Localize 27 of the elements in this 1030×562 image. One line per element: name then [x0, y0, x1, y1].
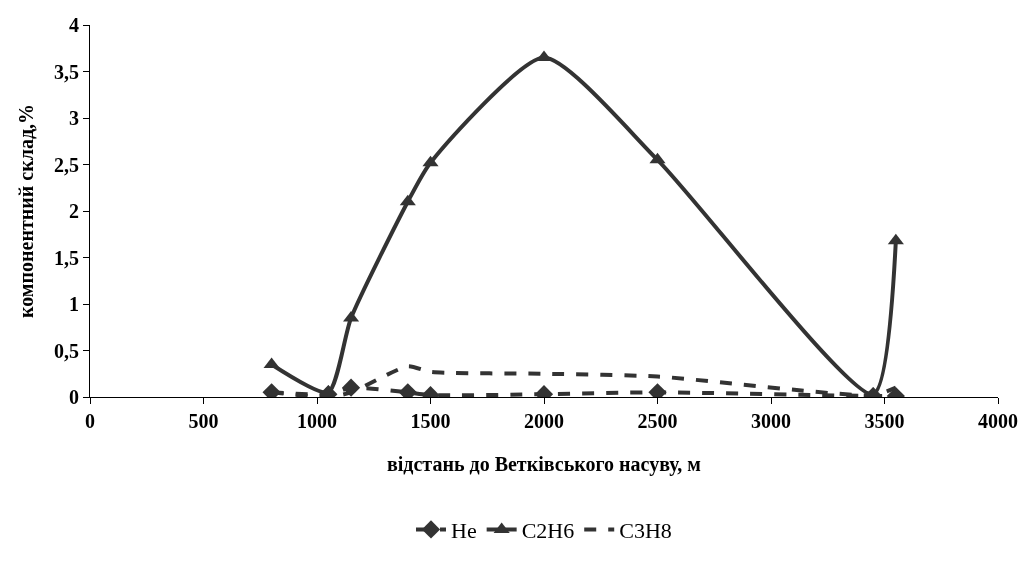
y-tick-label: 0,5: [54, 339, 79, 362]
x-axis-title: відстань до Ветківського насуву, м: [387, 452, 701, 476]
y-tick-label: 0: [69, 386, 79, 408]
x-tick-label: 2500: [637, 410, 678, 432]
y-axis-title: компонентний склад,%: [14, 103, 37, 319]
y-tick-label: 3: [69, 107, 79, 129]
x-tick-label: 500: [188, 410, 219, 432]
legend-label: He: [451, 517, 477, 543]
x-tick-label: 0: [85, 410, 95, 432]
x-tick-label: 4000: [978, 410, 1018, 432]
x-tick-label: 1500: [410, 410, 451, 432]
x-tick-label: 1000: [297, 410, 337, 432]
y-tick-label: 4: [69, 14, 79, 36]
y-tick-label: 1: [69, 293, 79, 315]
x-tick-label: 2000: [524, 410, 564, 432]
y-tick-label: 3,5: [54, 60, 79, 83]
legend-label: C3H8: [619, 517, 672, 543]
point: [422, 155, 439, 167]
y-tick-label: 1,5: [54, 246, 79, 269]
legend-label: C2H6: [521, 517, 575, 543]
point: [399, 194, 416, 206]
point: [887, 233, 904, 245]
x-tick-label: 3000: [751, 410, 791, 432]
point: [649, 152, 666, 164]
x-tick-label: 3500: [864, 410, 905, 432]
y-tick-label: 2,5: [54, 153, 79, 176]
y-tick-label: 2: [69, 200, 79, 222]
